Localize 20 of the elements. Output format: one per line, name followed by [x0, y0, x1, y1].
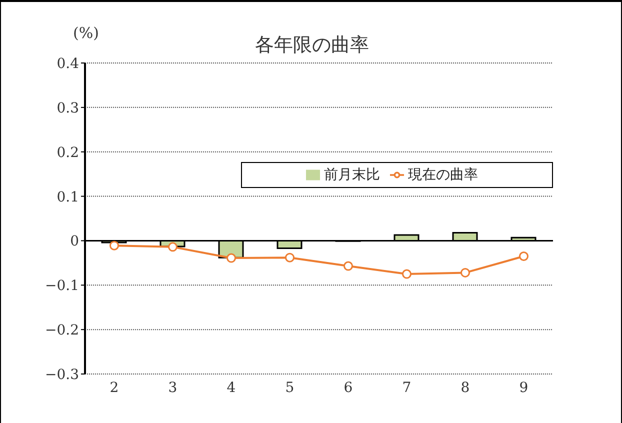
- x-tick-label: 6: [344, 380, 353, 396]
- chart-title: 各年限の曲率: [255, 34, 369, 56]
- y-tick-label: 0.1: [56, 189, 79, 206]
- y-tick-label: 0.4: [56, 56, 80, 72]
- y-tick-label: −0.3: [45, 366, 79, 383]
- x-tick-label: 7: [402, 380, 412, 396]
- x-tick-label: 3: [168, 380, 178, 396]
- x-tick-label: 5: [285, 380, 294, 396]
- x-tick-label: 9: [519, 380, 528, 396]
- legend-label: 現在の曲率: [408, 167, 478, 183]
- y-tick-label: −0.1: [45, 278, 79, 294]
- y-tick-label: 0: [70, 234, 79, 250]
- x-tick-label: 2: [110, 380, 119, 396]
- y-tick-label: 0.3: [56, 100, 79, 116]
- x-tick-label: 8: [460, 380, 470, 396]
- y-axis-title: (%): [73, 24, 99, 42]
- y-tick-label: −0.2: [45, 322, 79, 339]
- x-tick-label: 4: [226, 380, 236, 396]
- y-tick-label: 0.2: [56, 144, 79, 161]
- legend-label: 前月末比: [324, 167, 380, 183]
